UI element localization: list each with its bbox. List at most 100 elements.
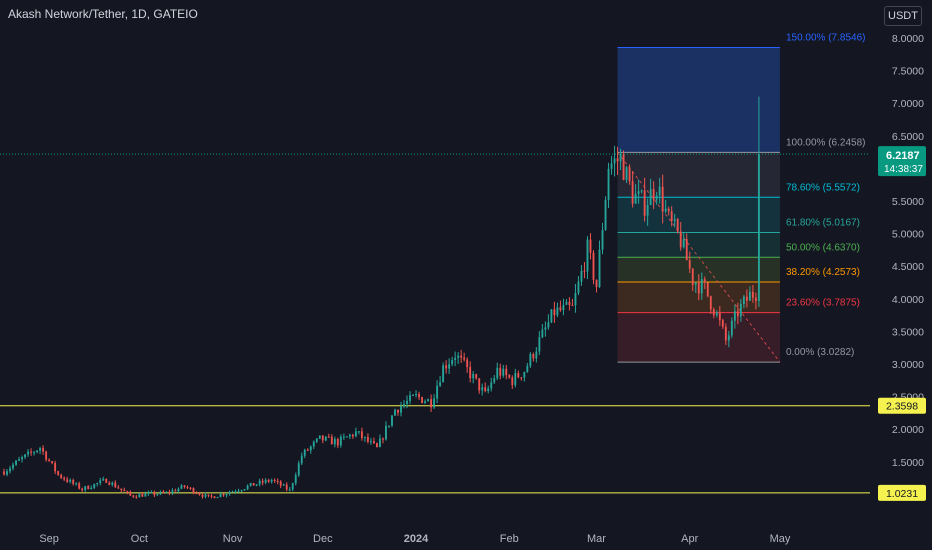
candle-up [111, 482, 114, 485]
candle-up [748, 291, 751, 301]
candle-up [529, 354, 532, 366]
candle-up [138, 494, 141, 498]
candle-up [619, 154, 622, 162]
chart-title: Akash Network/Tether, 1D, GATEIO [8, 7, 198, 21]
horizontal-line-price-box [878, 397, 926, 414]
time-tick-label: Nov [223, 533, 243, 545]
candle-up [315, 438, 318, 442]
candle-down [186, 486, 189, 488]
candle-up [21, 457, 23, 460]
candle-up [415, 394, 417, 396]
candle-down [511, 377, 514, 386]
candle-up [6, 471, 8, 475]
candle-down [583, 270, 586, 272]
candle-up [694, 282, 697, 285]
candle-up [240, 490, 243, 492]
candle-down [126, 491, 129, 493]
candle-up [406, 400, 408, 404]
candle-down [706, 282, 709, 297]
candle-up [33, 452, 36, 454]
candle-up [550, 309, 553, 323]
candle-down [595, 279, 598, 288]
candle-up [369, 441, 372, 443]
candle-down [267, 479, 270, 482]
candle-down [351, 434, 354, 437]
fib-zone [617, 47, 780, 153]
fib-level-label: 23.60% (3.7875) [786, 298, 860, 309]
candle-up [159, 491, 162, 495]
candle-up [730, 320, 733, 336]
candle-down [327, 436, 330, 438]
candle-up [231, 491, 234, 493]
candle-down [754, 297, 757, 302]
candle-up [309, 446, 312, 451]
candle-up [481, 387, 484, 391]
candle-up [610, 163, 613, 169]
candle-down [661, 186, 664, 212]
candle-down [622, 154, 625, 180]
candle-down [736, 311, 739, 317]
candle-up [658, 186, 661, 196]
candle-up [234, 491, 237, 493]
candle-down [273, 480, 276, 482]
candle-up [493, 378, 496, 383]
candle-up [102, 478, 105, 481]
price-tags: 6.2187 14:38:37 [0, 146, 926, 177]
candle-down [57, 471, 60, 475]
candle-down [189, 487, 192, 489]
candle-up [715, 312, 718, 316]
candle-down [508, 375, 511, 378]
candle-up [394, 409, 396, 416]
candle-up [388, 425, 390, 427]
candle-down [688, 260, 691, 269]
candle-down [366, 436, 369, 442]
candle-up [171, 490, 174, 493]
candle-up [514, 373, 517, 386]
time-tick-label: Dec [313, 533, 333, 545]
candle-down [460, 355, 463, 358]
candle-up [607, 168, 610, 200]
candle-down [129, 491, 132, 496]
candle-down [709, 296, 712, 310]
fib-zone [617, 312, 780, 363]
candle-down [670, 211, 673, 221]
candle-up [339, 436, 342, 446]
price-tick-label: 5.5000 [892, 196, 924, 208]
currency-button[interactable]: USDT [884, 6, 922, 26]
candle-down [421, 397, 423, 403]
candle-up [177, 488, 180, 492]
candle-up [535, 351, 538, 359]
candle-up [457, 355, 460, 358]
candle-down [105, 478, 108, 483]
fib-level-label: 38.20% (4.2573) [786, 267, 860, 278]
candle-down [553, 309, 556, 316]
candle-up [454, 357, 457, 361]
candle-down [222, 493, 225, 496]
candle-down [162, 491, 165, 493]
candle-up [219, 493, 222, 497]
candle-down [153, 492, 156, 496]
candle-down [382, 438, 384, 440]
candle-up [291, 483, 294, 490]
candle-down [475, 374, 478, 379]
candle-down [210, 495, 213, 497]
candle-down [589, 239, 592, 253]
candle-up [90, 487, 93, 490]
candle-up [318, 435, 321, 439]
candle-down [360, 431, 363, 438]
candle-down [168, 492, 171, 494]
candle-up [577, 281, 580, 294]
horizontal-line-price-box [878, 484, 926, 501]
candle-up [640, 190, 643, 192]
fib-zone [617, 197, 780, 233]
candle-up [604, 199, 607, 230]
horizontal-lines[interactable] [0, 405, 870, 494]
candle-up [24, 454, 26, 458]
candle-up [249, 482, 252, 486]
candle-down [643, 190, 646, 216]
candle-up [282, 484, 285, 486]
candle-down [679, 231, 682, 248]
candle-up [357, 431, 360, 433]
candle-up [216, 496, 219, 499]
